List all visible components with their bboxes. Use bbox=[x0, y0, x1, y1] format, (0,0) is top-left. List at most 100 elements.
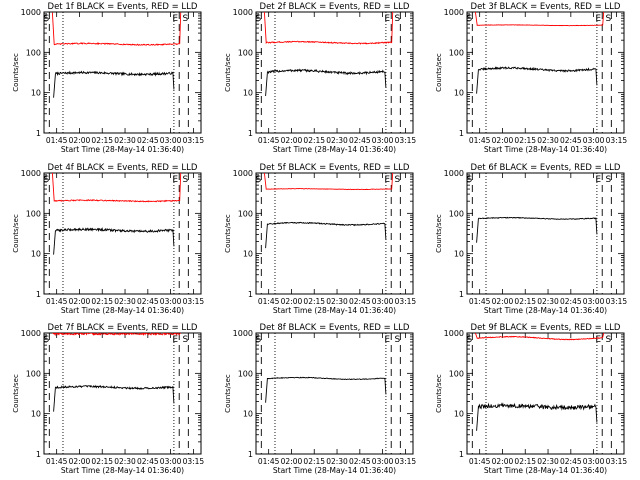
series-line-lld bbox=[474, 333, 605, 341]
x-tick-label: 02:30 bbox=[326, 297, 348, 306]
marker-label: S bbox=[182, 175, 188, 185]
marker-label: S bbox=[255, 14, 261, 24]
x-tick-label: 01:45 bbox=[469, 136, 491, 145]
x-tick-label: 02:15 bbox=[303, 136, 325, 145]
x-axis-label: Start Time (28-May-14 01:36:40) bbox=[61, 466, 184, 475]
x-tick-label: 02:30 bbox=[326, 136, 348, 145]
y-tick-label: 1 bbox=[36, 129, 41, 138]
panel-det-8: Det 8f BLACK = Events, RED = LLD 1 10 100 10… bbox=[224, 323, 416, 475]
series-line-lld bbox=[51, 12, 182, 46]
marker-label: E bbox=[384, 335, 390, 345]
x-tick-label: 03:15 bbox=[606, 136, 628, 145]
x-tick-label: 03:15 bbox=[395, 457, 417, 466]
y-tick-label: 1000 bbox=[21, 169, 41, 178]
y-tick-label: 1 bbox=[36, 450, 41, 459]
y-axis-label: Counts/sec bbox=[224, 214, 232, 253]
x-tick-label: 02:00 bbox=[69, 136, 91, 145]
y-tick-label: 1 bbox=[459, 290, 464, 299]
x-tick-label: 02:45 bbox=[349, 136, 371, 145]
y-tick-label: 1000 bbox=[444, 329, 464, 338]
y-tick-label: 10 bbox=[243, 410, 253, 419]
plot-frame bbox=[43, 172, 202, 295]
marker-label: E bbox=[172, 14, 178, 24]
series-line-lld bbox=[52, 333, 181, 337]
x-tick-label: 01:45 bbox=[258, 457, 280, 466]
x-tick-label: 02:00 bbox=[69, 297, 91, 306]
x-tick-label: 01:45 bbox=[46, 297, 68, 306]
panel-title: Det 8f BLACK = Events, RED = LLD bbox=[260, 323, 410, 333]
x-tick-label: 02:15 bbox=[514, 457, 536, 466]
series-line-events bbox=[476, 402, 598, 431]
y-tick-label: 100 bbox=[26, 48, 41, 57]
x-tick-label: 02:45 bbox=[560, 297, 582, 306]
y-tick-label: 1000 bbox=[233, 169, 253, 178]
x-tick-label: 02:30 bbox=[537, 136, 559, 145]
y-tick-label: 1 bbox=[248, 450, 253, 459]
x-tick-label: 03:00 bbox=[372, 457, 394, 466]
x-tick-label: 02:30 bbox=[537, 297, 559, 306]
panel-title: Det 6f BLACK = Events, RED = LLD bbox=[471, 163, 621, 173]
series-line-events bbox=[53, 384, 175, 412]
x-tick-label: 02:00 bbox=[281, 457, 303, 466]
panel-det-5: Det 5f BLACK = Events, RED = LLD 1 10 100 10… bbox=[224, 163, 416, 315]
y-tick-label: 1000 bbox=[21, 329, 41, 338]
marker-label: E bbox=[172, 335, 178, 345]
x-tick-label: 02:00 bbox=[492, 457, 514, 466]
x-tick-label: 01:45 bbox=[258, 136, 280, 145]
x-tick-label: 01:45 bbox=[469, 457, 491, 466]
y-tick-label: 1000 bbox=[444, 8, 464, 17]
y-axis-label: Counts/sec bbox=[224, 53, 232, 92]
x-tick-label: 02:15 bbox=[514, 297, 536, 306]
y-tick-label: 10 bbox=[31, 410, 41, 419]
marker-label: S bbox=[43, 14, 49, 24]
y-tick-label: 10 bbox=[454, 250, 464, 259]
x-axis-label: Start Time (28-May-14 01:36:40) bbox=[61, 306, 184, 315]
x-tick-label: 02:45 bbox=[560, 136, 582, 145]
y-tick-label: 1 bbox=[459, 129, 464, 138]
panel-det-1: Det 1f BLACK = Events, RED = LLD 1 10 100 10… bbox=[12, 2, 204, 154]
series-line-lld bbox=[263, 173, 394, 191]
marker-label: S bbox=[605, 335, 611, 345]
marker-label: S bbox=[605, 175, 611, 185]
x-tick-label: 02:45 bbox=[349, 457, 371, 466]
x-tick-label: 02:15 bbox=[303, 457, 325, 466]
y-tick-label: 100 bbox=[26, 369, 41, 378]
y-tick-label: 1000 bbox=[21, 8, 41, 17]
y-axis-label: Counts/sec bbox=[224, 374, 232, 413]
series-line-events bbox=[265, 376, 387, 403]
y-tick-label: 1000 bbox=[233, 8, 253, 17]
x-tick-label: 02:15 bbox=[91, 457, 113, 466]
marker-label: E bbox=[384, 175, 390, 185]
x-tick-label: 02:00 bbox=[281, 136, 303, 145]
series-line-events bbox=[53, 70, 175, 98]
x-tick-label: 03:00 bbox=[160, 297, 182, 306]
x-tick-label: 03:00 bbox=[583, 297, 605, 306]
x-tick-label: 02:30 bbox=[114, 297, 136, 306]
panel-det-9: Det 9f BLACK = Events, RED = LLD 1 10 100 10… bbox=[435, 323, 627, 475]
panel-det-4: Det 4f BLACK = Events, RED = LLD 1 10 100 10… bbox=[12, 163, 204, 315]
panel-title: Det 1f BLACK = Events, RED = LLD bbox=[48, 2, 198, 12]
x-tick-label: 03:15 bbox=[395, 297, 417, 306]
plot-frame bbox=[255, 11, 414, 134]
x-tick-label: 03:15 bbox=[183, 457, 205, 466]
x-tick-label: 02:30 bbox=[537, 457, 559, 466]
marker-label: S bbox=[605, 14, 611, 24]
x-tick-label: 03:00 bbox=[583, 136, 605, 145]
panel-title: Det 9f BLACK = Events, RED = LLD bbox=[471, 323, 621, 333]
y-axis-label: Counts/sec bbox=[435, 214, 443, 253]
x-tick-label: 02:45 bbox=[137, 457, 159, 466]
panel-title: Det 2f BLACK = Events, RED = LLD bbox=[260, 2, 410, 12]
x-tick-label: 02:15 bbox=[91, 136, 113, 145]
x-tick-label: 03:00 bbox=[160, 457, 182, 466]
x-tick-label: 02:15 bbox=[91, 297, 113, 306]
y-tick-label: 1 bbox=[459, 450, 464, 459]
marker-label: S bbox=[394, 335, 400, 345]
y-axis-label: Counts/sec bbox=[12, 214, 20, 253]
x-axis-label: Start Time (28-May-14 01:36:40) bbox=[484, 466, 607, 475]
x-tick-label: 02:45 bbox=[137, 297, 159, 306]
marker-label: S bbox=[394, 14, 400, 24]
panel-title: Det 7f BLACK = Events, RED = LLD bbox=[48, 323, 198, 333]
x-axis-label: Start Time (28-May-14 01:36:40) bbox=[484, 145, 607, 154]
x-tick-label: 02:30 bbox=[114, 457, 136, 466]
